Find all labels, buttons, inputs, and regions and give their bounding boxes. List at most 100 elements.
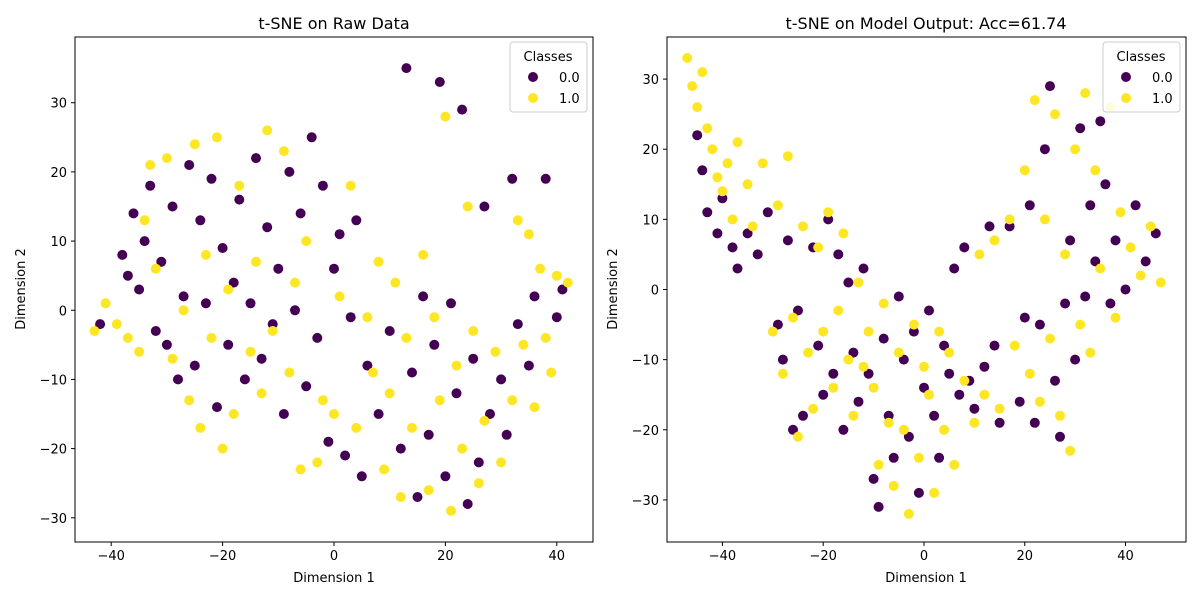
data-point-class-0 [267,319,278,330]
y-tick-label: 20 [642,143,659,158]
x-tick-label: −40 [709,549,736,564]
data-point-class-0 [278,409,289,419]
data-point-class-1 [312,457,323,468]
data-point-class-0 [1039,144,1050,155]
x-tick-label: 20 [1016,549,1033,564]
data-point-class-0 [306,132,317,143]
data-point-class-1 [334,291,345,302]
legend-box [1102,41,1181,113]
data-point-class-0 [898,354,909,365]
data-point-class-1 [929,487,940,498]
data-point-class-1 [974,249,985,260]
data-point-class-0 [523,360,534,371]
legend: Classes 0.0 1.0 [1102,41,1181,113]
data-point-class-1 [939,424,950,435]
data-point-class-1 [217,443,228,454]
data-point-class-1 [833,305,844,316]
data-point-class-0 [501,429,512,440]
data-point-class-0 [468,353,479,364]
data-point-class-1 [949,459,960,470]
data-point-class-0 [692,130,703,141]
data-point-class-1 [903,508,914,519]
data-point-class-0 [485,409,495,419]
data-point-class-1 [1029,95,1040,106]
data-point-class-0 [340,450,351,461]
y-tick-label: 0 [59,304,67,319]
data-point-class-0 [1085,200,1096,211]
x-axis-label: Dimension 1 [885,571,967,586]
legend-marker-class-1 [1121,93,1131,103]
data-point-class-1 [457,443,468,454]
data-point-class-1 [518,339,529,350]
data-point-class-0 [1100,179,1111,190]
data-point-class-0 [984,221,995,232]
data-point-class-1 [379,464,390,475]
data-point-class-1 [782,151,793,162]
data-point-class-1 [529,402,540,413]
data-point-class-0 [913,487,924,498]
data-point-class-0 [919,382,929,393]
data-point-class-0 [1150,228,1161,239]
data-point-class-1 [1135,270,1146,281]
data-point-class-1 [429,312,440,323]
x-ticks: −40 −20 0 20 40 [97,542,565,564]
data-point-class-0 [329,263,339,274]
data-point-class-0 [284,166,295,177]
data-point-class-1 [373,256,384,267]
data-point-class-1 [111,319,122,330]
data-point-class-1 [989,235,1000,246]
data-point-class-0 [1029,417,1040,428]
data-point-class-1 [823,207,834,218]
data-point-class-0 [134,284,145,295]
data-point-class-0 [295,208,306,219]
data-point-class-1 [1125,242,1136,253]
legend-marker-class-0 [1121,72,1131,82]
data-point-class-0 [323,436,334,447]
legend-box [509,41,588,113]
data-point-class-1 [223,284,234,295]
data-point-class-0 [848,347,859,358]
data-point-class-0 [178,291,189,302]
data-point-class-0 [384,326,395,336]
data-point-class-0 [446,298,456,309]
data-point-class-1 [888,480,899,491]
chart-title: t-SNE on Raw Data [258,14,409,33]
data-point-class-1 [747,221,758,232]
data-point-class-1 [479,415,490,426]
data-point-class-1 [256,388,267,399]
data-point-class-0 [223,339,234,350]
data-point-class-0 [798,410,808,421]
data-point-class-0 [868,473,879,484]
data-point-class-0 [529,291,540,302]
data-point-class-0 [401,63,412,74]
data-point-class-1 [1065,445,1076,456]
data-point-class-0 [762,207,773,218]
data-point-class-0 [752,249,763,260]
y-tick-label: −30 [632,494,659,509]
data-point-class-0 [949,263,960,274]
y-axis-label: Dimension 2 [606,248,621,330]
data-point-class-0 [195,215,206,226]
data-point-class-0 [893,291,904,302]
data-point-class-0 [979,361,990,372]
legend-label-class-1: 1.0 [1152,92,1173,107]
y-tick-label: 30 [50,97,67,112]
model-output-plot: −40 −20 0 20 40 −30 −20 −10 0 10 20 30 t-SNE on Mo… [606,14,1187,586]
data-point-class-1 [727,214,738,225]
y-tick-label: 0 [651,284,659,299]
data-point-class-1 [523,229,534,240]
data-point-class-1 [228,409,239,419]
legend-marker-class-1 [528,93,538,103]
legend-label-class-0: 0.0 [1152,71,1173,86]
data-point-class-1 [767,326,778,337]
y-axis-label: Dimension 2 [14,248,29,330]
data-point-class-1 [551,270,562,281]
data-point-class-1 [295,464,306,475]
x-tick-label: 0 [330,549,338,564]
data-point-class-0 [969,403,980,414]
data-point-class-1 [1055,410,1065,421]
data-point-class-1 [788,312,798,323]
data-point-class-1 [798,221,808,232]
data-point-class-0 [828,368,839,379]
data-point-class-0 [878,333,889,344]
